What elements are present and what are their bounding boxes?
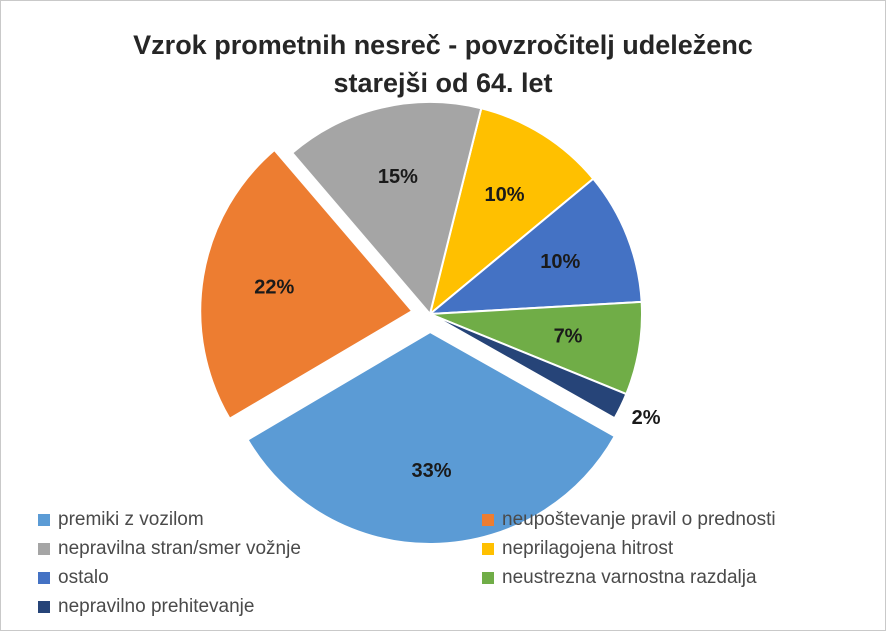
- legend-label: nepravilno prehitevanje: [58, 596, 255, 617]
- pie-slices: [199, 101, 643, 545]
- legend-label: neupoštevanje pravil o prednosti: [502, 509, 776, 530]
- legend-item-neupostevanje-pravil-o-prednosti: neupoštevanje pravil o prednosti: [482, 509, 776, 531]
- chart-title-line-2: starejši od 64. let: [333, 68, 553, 98]
- legend-label: premiki z vozilom: [58, 509, 204, 530]
- data-label-neupostevanje-pravil-o-prednosti: 22%: [254, 276, 294, 298]
- legend-item-ostalo: ostalo: [38, 567, 109, 589]
- legend-swatch: [38, 572, 50, 584]
- legend-swatch: [482, 572, 494, 584]
- pie-slice-neprilagojena-hitrost: [428, 107, 595, 317]
- data-label-nepravilno-prehitevanje: 2%: [632, 407, 661, 429]
- pie-slice-premiki-z-vozilom: [246, 330, 617, 545]
- legend-item-nepravilna-stran-smer-voznje: nepravilna stran/smer vožnje: [38, 538, 301, 560]
- legend-item-neustrezna-varnostna-razdalja: neustrezna varnostna razdalja: [482, 567, 757, 589]
- chart-title-line-1: Vzrok prometnih nesreč - povzročitelj ud…: [133, 30, 753, 60]
- data-label-neprilagojena-hitrost: 10%: [485, 184, 525, 206]
- pie-labels: 10% 10% 7% 2% 33% 22% 15%: [254, 166, 661, 482]
- data-label-ostalo: 10%: [540, 251, 580, 273]
- legend-item-neprilagojena-hitrost: neprilagojena hitrost: [482, 538, 673, 560]
- legend-swatch: [482, 543, 494, 555]
- legend-label: ostalo: [58, 567, 109, 588]
- pie-slice-neupostevanje-pravil-o-prednosti: [199, 148, 414, 421]
- legend-swatch: [38, 601, 50, 613]
- legend-swatch: [38, 543, 50, 555]
- legend-item-nepravilno-prehitevanje: nepravilno prehitevanje: [38, 596, 254, 618]
- pie-slice-ostalo: [427, 177, 643, 316]
- data-label-neustrezna-varnostna-razdalja: 7%: [554, 325, 583, 347]
- legend-label: nepravilna stran/smer vožnje: [58, 538, 301, 559]
- legend-label: neustrezna varnostna razdalja: [502, 567, 757, 588]
- legend-label: neprilagojena hitrost: [502, 538, 674, 559]
- legend-swatch: [482, 514, 494, 526]
- data-label-premiki-z-vozilom: 33%: [411, 460, 451, 482]
- data-label-nepravilna-stran-smer-voznje: 15%: [378, 166, 418, 188]
- chart-title: Vzrok prometnih nesreč - povzročitelj ud…: [0, 26, 886, 102]
- pie-slice-nepravilna-stran-smer-voznje: [290, 101, 483, 317]
- legend-swatch: [38, 514, 50, 526]
- legend-item-premiki-z-vozilom: premiki z vozilom: [38, 509, 204, 531]
- pie-slice-nepravilno-prehitevanje: [429, 313, 628, 420]
